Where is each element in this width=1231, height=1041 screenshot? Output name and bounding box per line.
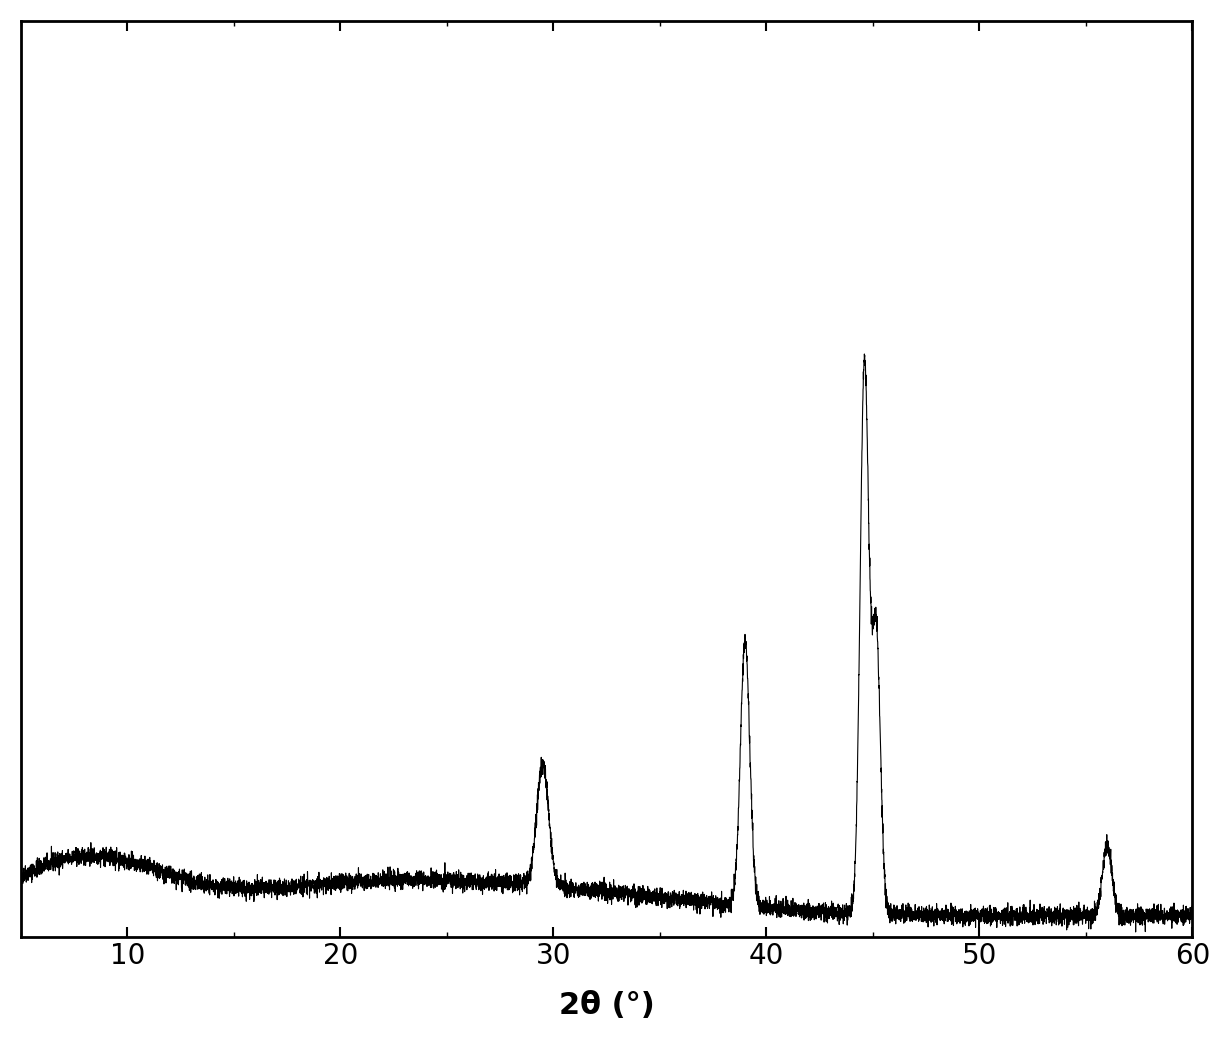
X-axis label: 2θ (°): 2θ (°): [559, 991, 655, 1020]
